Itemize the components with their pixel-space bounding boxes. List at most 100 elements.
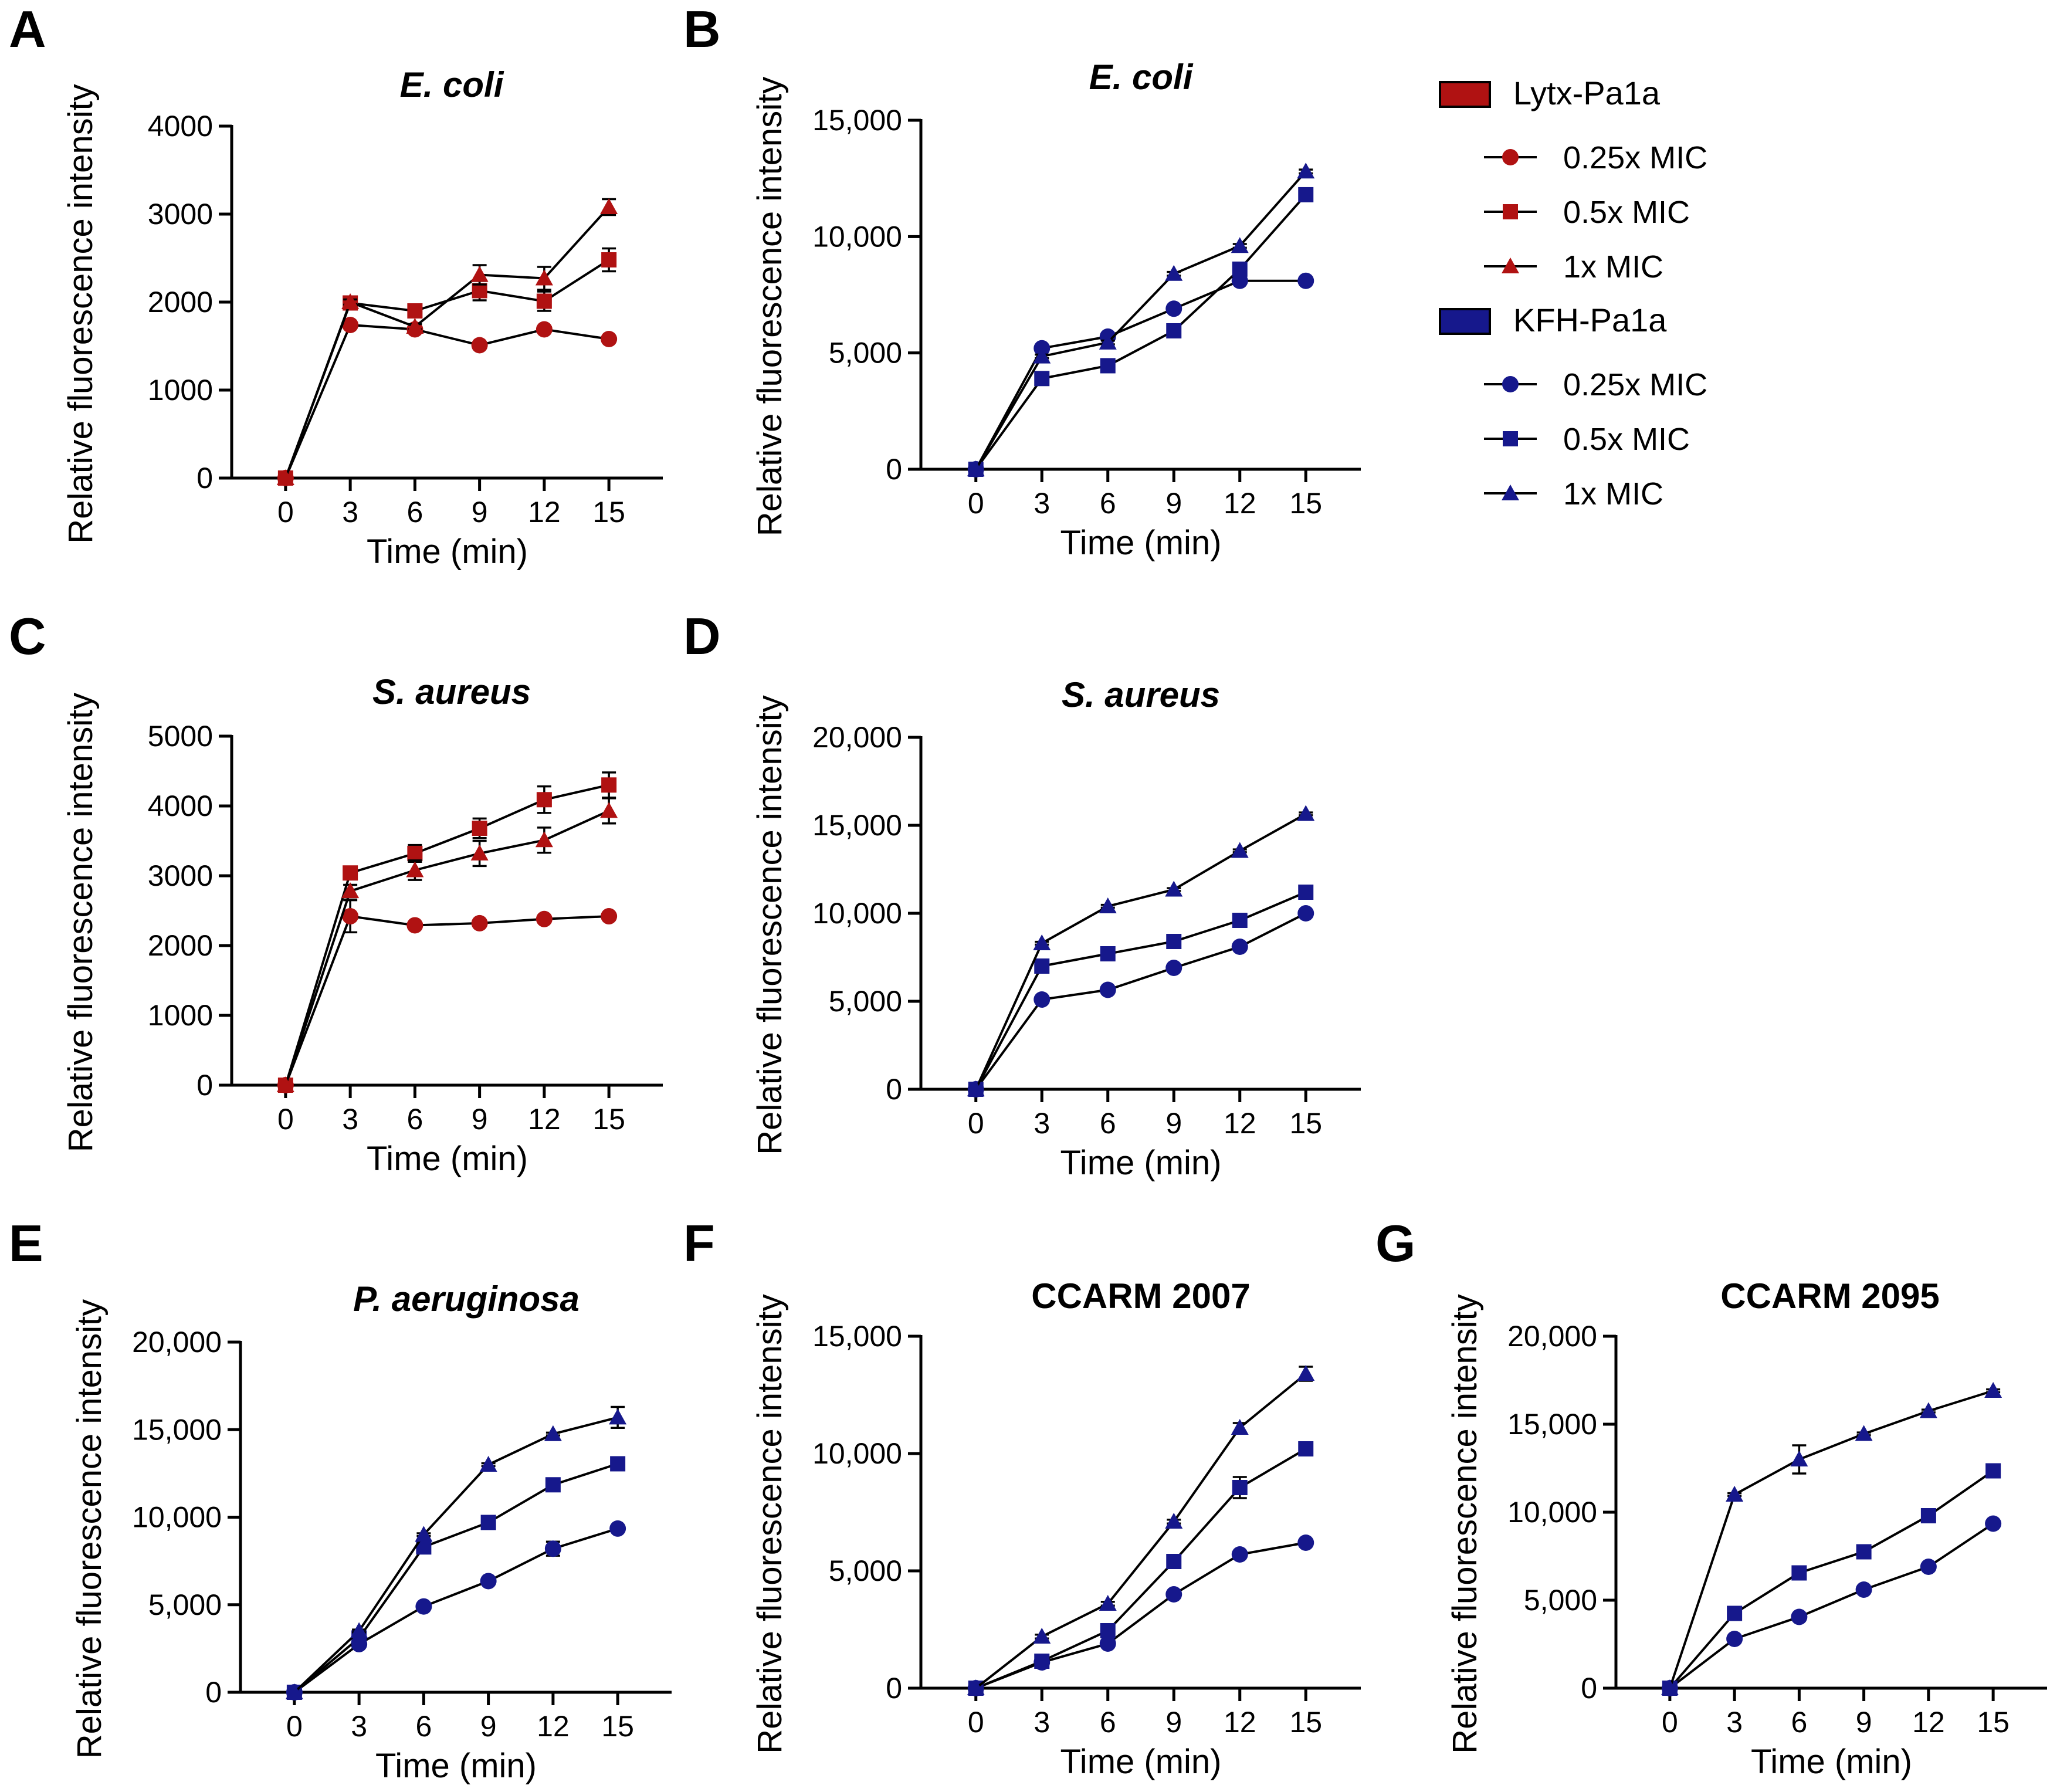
panel-letter: B bbox=[683, 0, 721, 58]
series-line bbox=[1669, 1522, 1994, 1689]
series-kfh-circle bbox=[967, 1534, 1314, 1696]
x-tick-label: 3 bbox=[342, 496, 358, 529]
series-line bbox=[284, 259, 610, 479]
chart-panel-e: E P. aeruginosa 0 5,000 10,000 15,000 20,000 0 3… bbox=[9, 1214, 672, 1785]
x-tick-label: 15 bbox=[1977, 1706, 2010, 1739]
legend-marker-triangle bbox=[1502, 485, 1519, 500]
y-tick-label: 10,000 bbox=[132, 1501, 222, 1534]
data-point-square bbox=[1034, 958, 1050, 974]
chart-panel-c: C S. aureus 0 1000 2000 3000 4000 5000 0 3 6 9 12 15 T… bbox=[9, 607, 663, 1178]
data-point-triangle bbox=[967, 1679, 985, 1695]
series-kfh-circle bbox=[967, 905, 1314, 1097]
data-point-square bbox=[601, 252, 617, 267]
data-point-triangle bbox=[470, 266, 489, 282]
data-point-circle bbox=[1726, 1631, 1743, 1647]
y-tick-label: 5,000 bbox=[829, 1554, 902, 1587]
series-kfh-square bbox=[968, 1441, 1314, 1696]
data-point-triangle bbox=[1231, 842, 1249, 858]
chart-title: CCARM 2095 bbox=[1720, 1276, 1939, 1316]
y-tick-label: 5,000 bbox=[148, 1588, 222, 1621]
data-point-triangle bbox=[406, 318, 424, 334]
y-tick-label: 5,000 bbox=[829, 985, 902, 1018]
data-point-triangle bbox=[1919, 1402, 1937, 1418]
data-point-square bbox=[1791, 1565, 1807, 1581]
data-point-square bbox=[1034, 371, 1050, 387]
legend-group-label: Lytx-Pa1a bbox=[1513, 74, 1661, 111]
y-tick-label: 20,000 bbox=[1507, 1320, 1597, 1353]
series-lytx-square bbox=[277, 771, 617, 1093]
series-lytx-triangle bbox=[276, 198, 618, 485]
series-line bbox=[975, 170, 1307, 470]
x-tick-label: 6 bbox=[406, 496, 423, 529]
data-point-triangle bbox=[1099, 333, 1117, 350]
data-point-triangle bbox=[967, 1080, 985, 1096]
x-tick-label: 0 bbox=[277, 1103, 294, 1136]
data-point-circle bbox=[1034, 991, 1051, 1008]
series-kfh-circle bbox=[1661, 1515, 2002, 1696]
legend-entry-label: 1x MIC bbox=[1563, 249, 1663, 284]
legend-marker-circle bbox=[1502, 149, 1519, 165]
series-line bbox=[975, 194, 1307, 470]
data-point-square bbox=[1100, 358, 1116, 374]
legend: Lytx-Pa1a 0.25x MIC 0.5x MIC 1x MIC KFH-Pa1a… bbox=[1439, 74, 1707, 511]
legend-entry-label: 1x MIC bbox=[1563, 476, 1663, 511]
y-tick-label: 5,000 bbox=[1524, 1584, 1597, 1617]
data-point-triangle bbox=[470, 844, 489, 861]
series-line bbox=[293, 1462, 618, 1693]
data-point-circle bbox=[536, 910, 553, 927]
x-tick-label: 15 bbox=[1289, 487, 1322, 520]
x-tick-label: 15 bbox=[601, 1710, 634, 1743]
chart-title: P. aeruginosa bbox=[353, 1279, 580, 1319]
y-tick-label: 10,000 bbox=[812, 220, 902, 253]
y-tick-label: 0 bbox=[196, 1069, 213, 1102]
series-kfh-triangle bbox=[967, 162, 1315, 476]
data-point-triangle bbox=[1033, 1628, 1051, 1644]
chart-title: CCARM 2007 bbox=[1031, 1276, 1250, 1316]
data-point-circle bbox=[1985, 1515, 2002, 1532]
data-point-square bbox=[1166, 934, 1182, 949]
series-kfh-triangle bbox=[285, 1405, 627, 1699]
y-axis-label: Relative fluorescence intensity bbox=[62, 84, 100, 543]
y-axis-label: Relative fluorescence intensity bbox=[70, 1299, 109, 1759]
data-point-triangle bbox=[406, 861, 424, 878]
series-line bbox=[975, 279, 1306, 470]
series-kfh-triangle bbox=[967, 805, 1315, 1096]
data-point-triangle bbox=[1855, 1425, 1873, 1441]
data-point-square bbox=[601, 777, 617, 793]
data-point-triangle bbox=[1099, 897, 1117, 913]
x-tick-label: 3 bbox=[1034, 1706, 1050, 1739]
legend-group-label: KFH-Pa1a bbox=[1513, 302, 1667, 338]
data-point-triangle bbox=[1297, 162, 1315, 179]
x-tick-label: 12 bbox=[528, 1103, 561, 1136]
y-tick-label: 15,000 bbox=[132, 1413, 222, 1446]
data-point-triangle bbox=[1790, 1451, 1808, 1466]
data-point-circle bbox=[601, 331, 618, 347]
legend-entry-label: 0.25x MIC bbox=[1563, 140, 1707, 175]
data-point-circle bbox=[544, 1540, 561, 1557]
y-tick-label: 3000 bbox=[148, 198, 213, 231]
data-point-circle bbox=[1099, 981, 1116, 998]
data-point-square bbox=[472, 821, 487, 836]
series-kfh-triangle bbox=[967, 1365, 1315, 1695]
x-tick-label: 9 bbox=[480, 1710, 497, 1743]
panel-letter: E bbox=[9, 1214, 43, 1272]
data-point-circle bbox=[471, 914, 488, 931]
series-line bbox=[1669, 1469, 1994, 1689]
data-point-triangle bbox=[1165, 1513, 1183, 1529]
legend-marker-square bbox=[1503, 204, 1518, 219]
x-tick-label: 12 bbox=[1224, 1107, 1256, 1140]
data-point-triangle bbox=[1297, 805, 1315, 821]
data-point-circle bbox=[1297, 905, 1314, 922]
series-line bbox=[975, 1542, 1306, 1689]
data-point-square bbox=[545, 1477, 561, 1493]
x-tick-label: 3 bbox=[1726, 1706, 1743, 1739]
y-tick-label: 20,000 bbox=[812, 721, 902, 754]
y-axis-label: Relative fluorescence intensity bbox=[751, 1294, 789, 1753]
x-tick-label: 6 bbox=[1100, 487, 1116, 520]
chart-panel-f: F CCARM 2007 0 5,000 10,000 15,000 0 3 6 9 12 15 Tim… bbox=[683, 1214, 1361, 1781]
chart-panel-b: B E. coli 0 5,000 10,000 15,000 0 3 6 9 12 15 Time (… bbox=[683, 0, 1361, 562]
legend-entry-label: 0.5x MIC bbox=[1563, 422, 1690, 457]
data-point-circle bbox=[1231, 1546, 1248, 1563]
data-point-circle bbox=[1297, 1534, 1314, 1551]
data-point-square bbox=[1100, 1623, 1116, 1638]
